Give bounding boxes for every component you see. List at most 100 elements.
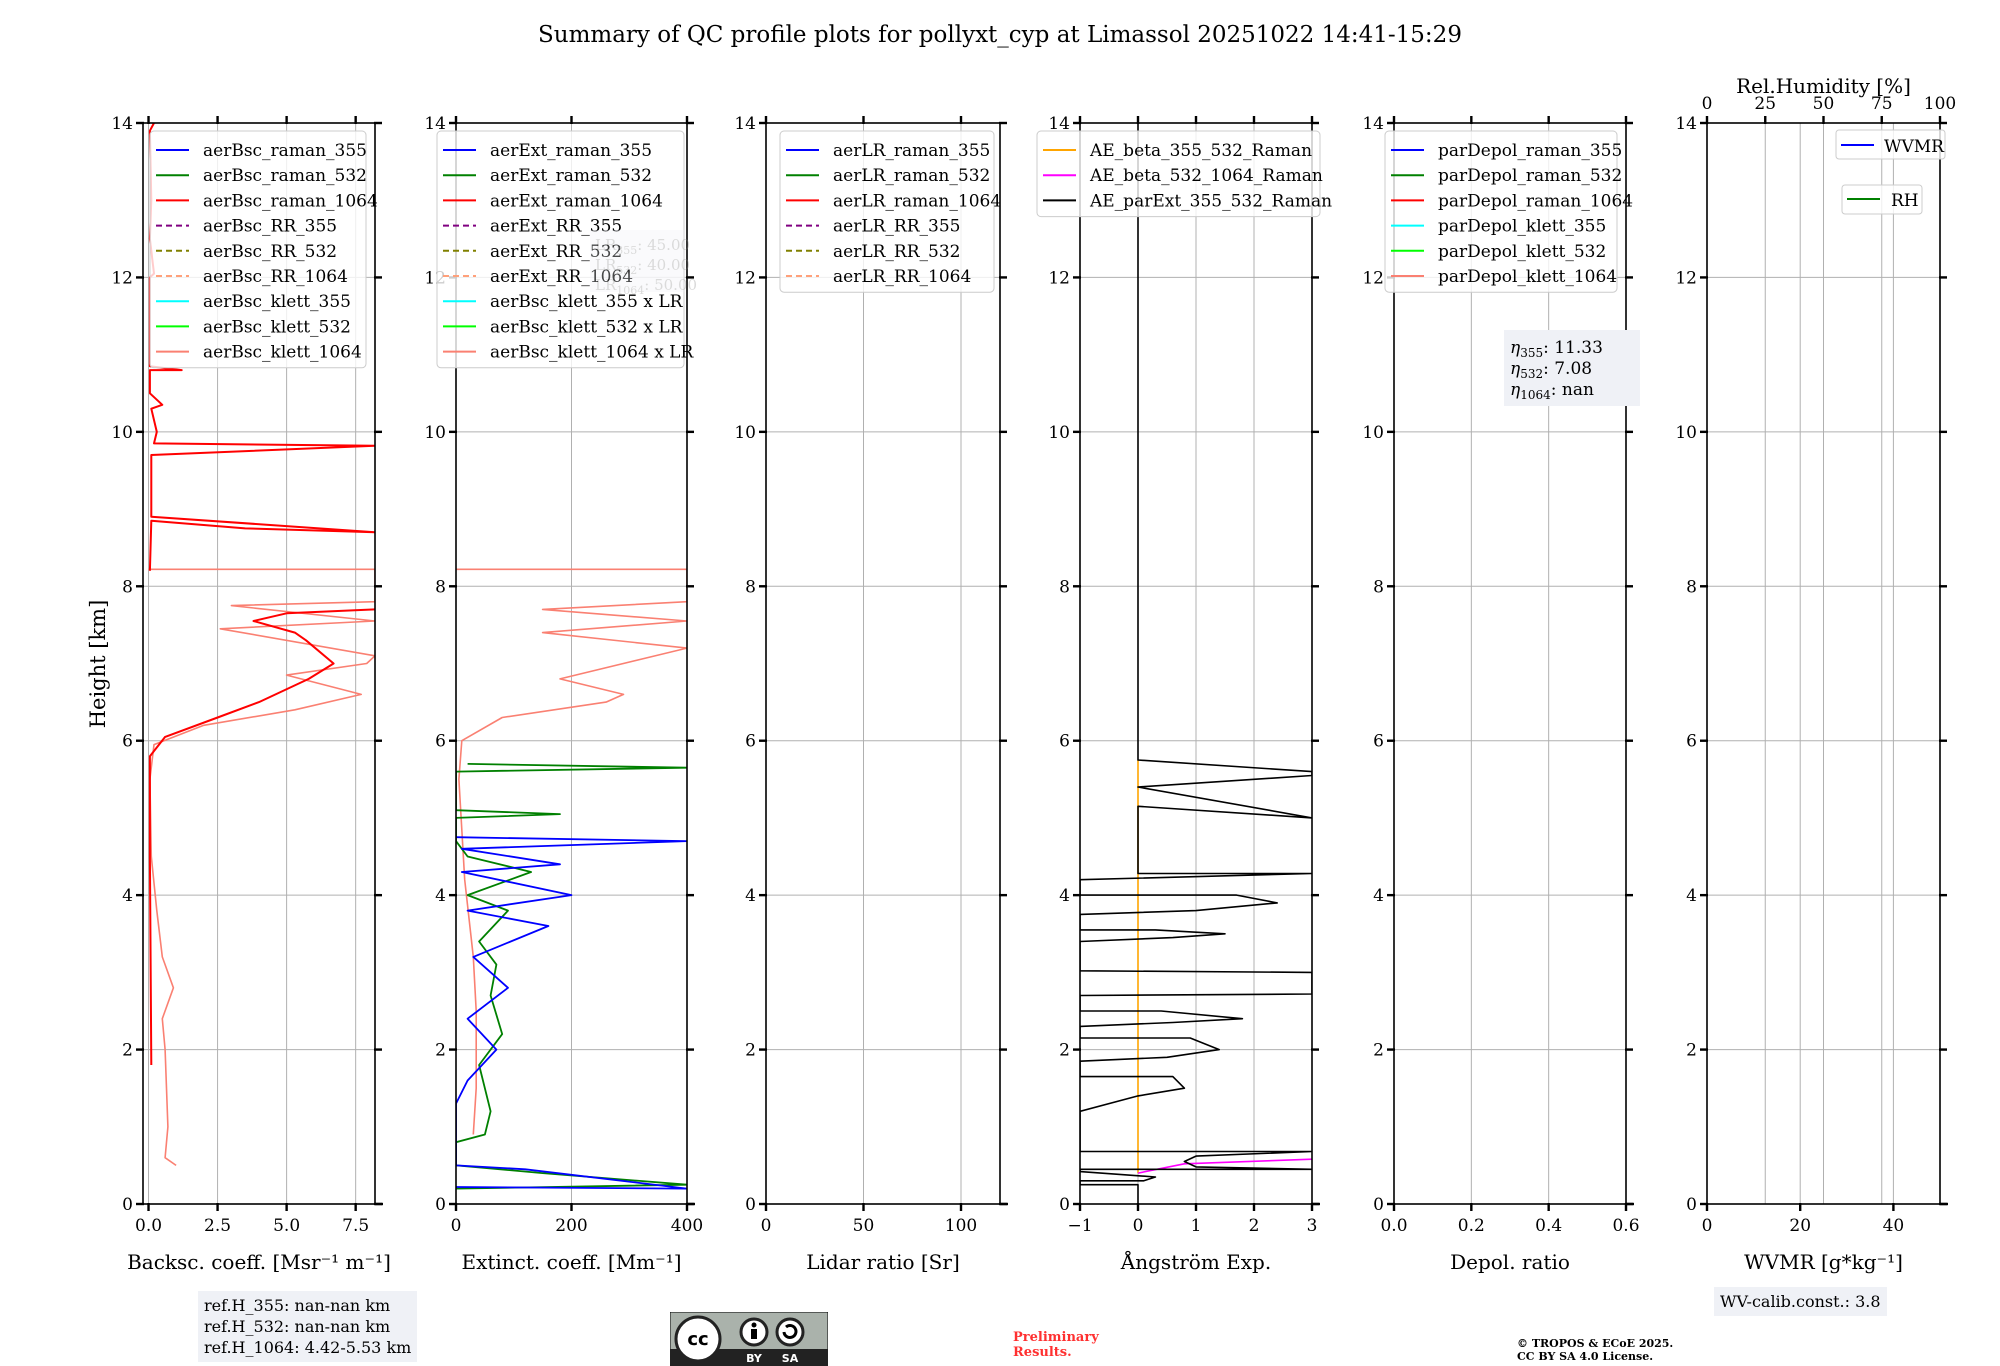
legend-entry: aerExt_raman_355 [443, 141, 652, 161]
lidar-ratio-value: LR1064: 50.00 [595, 276, 697, 297]
x-tick-label: 100 [945, 1216, 977, 1236]
legend-entry: aerExt_RR_355 [443, 217, 622, 237]
legend-label: aerLR_raman_355 [833, 141, 990, 161]
legend-entry: parDepol_raman_355 [1391, 141, 1622, 161]
x-axis-label: WVMR [g*kg⁻¹] [1744, 1250, 1903, 1274]
axes-frame [1393, 122, 1627, 1205]
y-tick-label: 14 [1048, 114, 1070, 134]
preliminary-results-note: Preliminary Results. [1013, 1330, 1099, 1360]
legend-label: aerBsc_RR_355 [203, 217, 337, 237]
legend-label: aerBsc_klett_532 x LR [490, 317, 684, 337]
x-tick-label: −1 [1067, 1216, 1092, 1236]
legend-label: parDepol_raman_532 [1438, 166, 1622, 186]
y-tick-label: 2 [122, 1041, 133, 1061]
y-tick-label: 12 [1362, 268, 1384, 288]
x-axis-label: Lidar ratio [Sr] [806, 1250, 960, 1274]
y-tick-label: 8 [435, 577, 446, 597]
legend-entry: aerBsc_RR_1064 [156, 267, 348, 287]
legend-frame [1384, 130, 1618, 293]
legend: aerLR_raman_355 aerLR_raman_532 aerLR_rama… [779, 130, 1001, 293]
wv-calibration-box: WV-calib.const.: 3.8 [1714, 1287, 1887, 1316]
legend-label: aerBsc_klett_532 [203, 317, 351, 337]
share-alike-icon [775, 1317, 805, 1347]
x-axis-label: Extinct. coeff. [Mm⁻¹] [461, 1250, 681, 1274]
x-tick-label: 0.2 [1458, 1216, 1485, 1236]
legend-entry: aerBsc_raman_1064 [156, 191, 378, 211]
top-tick-label: 25 [1754, 94, 1776, 114]
legend-label: aerBsc_RR_532 [203, 242, 337, 262]
legend-entry: parDepol_klett_532 [1391, 242, 1606, 262]
legend-label: aerBsc_klett_355 x LR [490, 292, 684, 312]
x-tick-label: 0.4 [1535, 1216, 1562, 1236]
legend-entry: aerExt_raman_1064 [443, 191, 663, 211]
copyright-line-2: CC BY SA 4.0 License. [1517, 1350, 1654, 1363]
y-tick-label: 0 [1373, 1195, 1384, 1215]
series-aerbsc-klett-1064-x-lr [456, 568, 687, 1135]
legend-entry: aerBsc_klett_1064 [156, 343, 362, 363]
legend-label: WVMR [1884, 137, 1945, 157]
by-label: BY [746, 1352, 763, 1365]
y-tick-label: 0 [1059, 1195, 1070, 1215]
legend-entry: AE_beta_532_1064_Raman [1043, 166, 1323, 186]
legend-entry: parDepol_klett_355 [1391, 217, 1606, 237]
y-tick-label: 6 [745, 732, 756, 752]
legend: parDepol_raman_355 parDepol_raman_532 parD… [1384, 130, 1633, 293]
y-tick-label: 10 [1362, 423, 1384, 443]
legend: aerExt_raman_355 aerExt_raman_532 aerExt_r… [436, 130, 694, 369]
series-aerbsc-klett-1064 [148, 568, 375, 1167]
eta-value: η1064: nan [1510, 380, 1594, 402]
legend-entry: aerLR_RR_1064 [786, 267, 971, 287]
eta-value: η532: 7.08 [1510, 359, 1592, 381]
legend-label: aerBsc_raman_355 [203, 141, 367, 161]
x-tick-label: 2.5 [204, 1216, 231, 1236]
x-tick-label: 20 [1789, 1216, 1811, 1236]
copyright-line-1: © TROPOS & ECoE 2025. [1517, 1337, 1674, 1350]
legend-label: aerExt_RR_355 [490, 217, 622, 237]
legend-label: parDepol_klett_1064 [1438, 267, 1617, 287]
x-tick-label: 50 [853, 1216, 875, 1236]
legend-frame [1036, 130, 1321, 218]
legend-entry: parDepol_raman_532 [1391, 166, 1622, 186]
y-tick-label: 4 [1686, 886, 1697, 906]
axes-frame [765, 122, 1001, 1205]
y-tick-label: 6 [1059, 732, 1070, 752]
legend-frame [149, 130, 367, 369]
legend-entry: aerBsc_klett_1064 x LR [443, 343, 694, 363]
x-tick-label: 0 [1702, 1216, 1713, 1236]
legend-entry: AE_parExt_355_532_Raman [1043, 191, 1332, 211]
y-tick-label: 0 [1686, 1195, 1697, 1215]
y-tick-label: 6 [122, 732, 133, 752]
x-tick-label: 0.0 [1380, 1216, 1407, 1236]
legend-label: aerLR_raman_532 [833, 166, 990, 186]
x-tick-label: 0 [761, 1216, 772, 1236]
legend-label: aerLR_raman_1064 [833, 191, 1001, 211]
x-tick-label: 40 [1883, 1216, 1905, 1236]
x-tick-label: 0.0 [135, 1216, 162, 1236]
legend-entry: AE_beta_355_532_Raman [1043, 141, 1312, 161]
legend-entry: aerBsc_RR_355 [156, 217, 337, 237]
preliminary-line-2: Results. [1013, 1345, 1072, 1360]
y-tick-label: 12 [734, 268, 756, 288]
legend-rh: RH [1841, 184, 1923, 215]
x-tick-label: 0 [451, 1216, 462, 1236]
legend-entry: aerExt_RR_532 [443, 242, 622, 262]
y-tick-label: 10 [1675, 423, 1697, 443]
y-axis-label: Height [km] [86, 600, 110, 729]
y-tick-label: 14 [111, 114, 133, 134]
legend-label: AE_parExt_355_532_Raman [1089, 191, 1332, 211]
legend-label: aerBsc_raman_1064 [203, 191, 378, 211]
svg-text:cc: cc [687, 1329, 708, 1350]
y-tick-label: 12 [1048, 268, 1070, 288]
x-tick-label: 1 [1191, 1216, 1202, 1236]
legend-label: aerExt_RR_1064 [490, 267, 633, 287]
legend-label: aerBsc_klett_1064 [203, 343, 362, 363]
legend-entry: aerBsc_raman_532 [156, 166, 367, 186]
legend-label: aerBsc_RR_1064 [203, 267, 348, 287]
y-tick-label: 12 [1675, 268, 1697, 288]
y-tick-label: 12 [111, 268, 133, 288]
legend-entry: aerBsc_raman_355 [156, 141, 367, 161]
y-tick-label: 8 [1059, 577, 1070, 597]
